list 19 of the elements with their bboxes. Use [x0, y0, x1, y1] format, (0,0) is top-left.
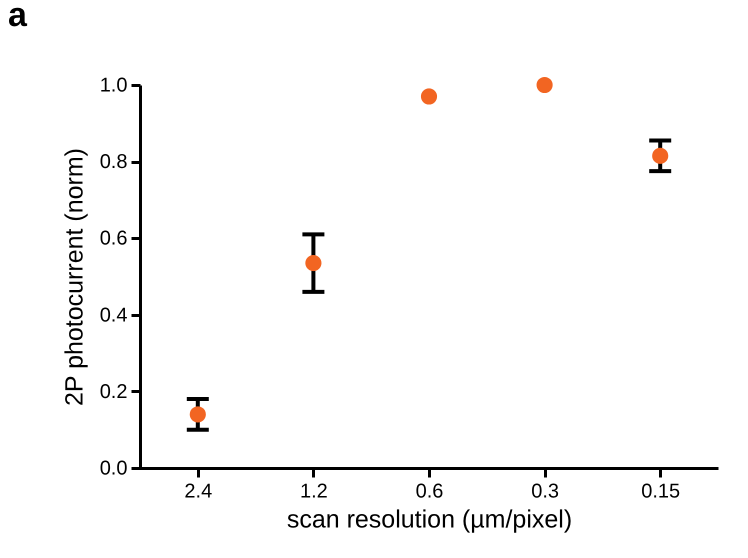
chart-title: a	[8, 0, 28, 34]
point	[305, 255, 322, 272]
point	[190, 406, 206, 422]
point	[536, 76, 553, 94]
x-tick-label: 0.3	[531, 480, 560, 502]
y-tick-label: 0.0	[100, 458, 128, 480]
x-tick-label: 2.4	[184, 480, 212, 502]
x-tick-label: 0.15	[641, 480, 680, 502]
x-tick-label: 0.6	[416, 480, 444, 502]
y-tick-label: 0.2	[100, 380, 128, 403]
x-tick-label: 1.2	[300, 480, 328, 502]
point	[652, 148, 668, 164]
y-tick-label: 0.6	[100, 228, 128, 250]
y-tick-label: 1.0	[100, 74, 128, 96]
y-axis-title: 2P photocurrent (norm)	[60, 148, 89, 406]
point	[420, 88, 438, 105]
y-tick-label: 0.4	[100, 304, 128, 326]
x-axis-title: scan resolution (µm/pixel)	[286, 506, 572, 534]
y-tick-label: 0.8	[100, 151, 128, 174]
